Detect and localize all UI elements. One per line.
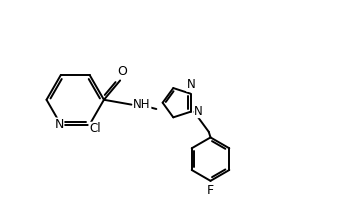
- Text: N: N: [194, 105, 203, 118]
- Text: Cl: Cl: [89, 122, 101, 135]
- Text: N: N: [187, 78, 196, 91]
- Text: F: F: [207, 184, 214, 197]
- Text: N: N: [54, 118, 64, 131]
- Text: NH: NH: [133, 98, 151, 111]
- Text: O: O: [117, 65, 127, 78]
